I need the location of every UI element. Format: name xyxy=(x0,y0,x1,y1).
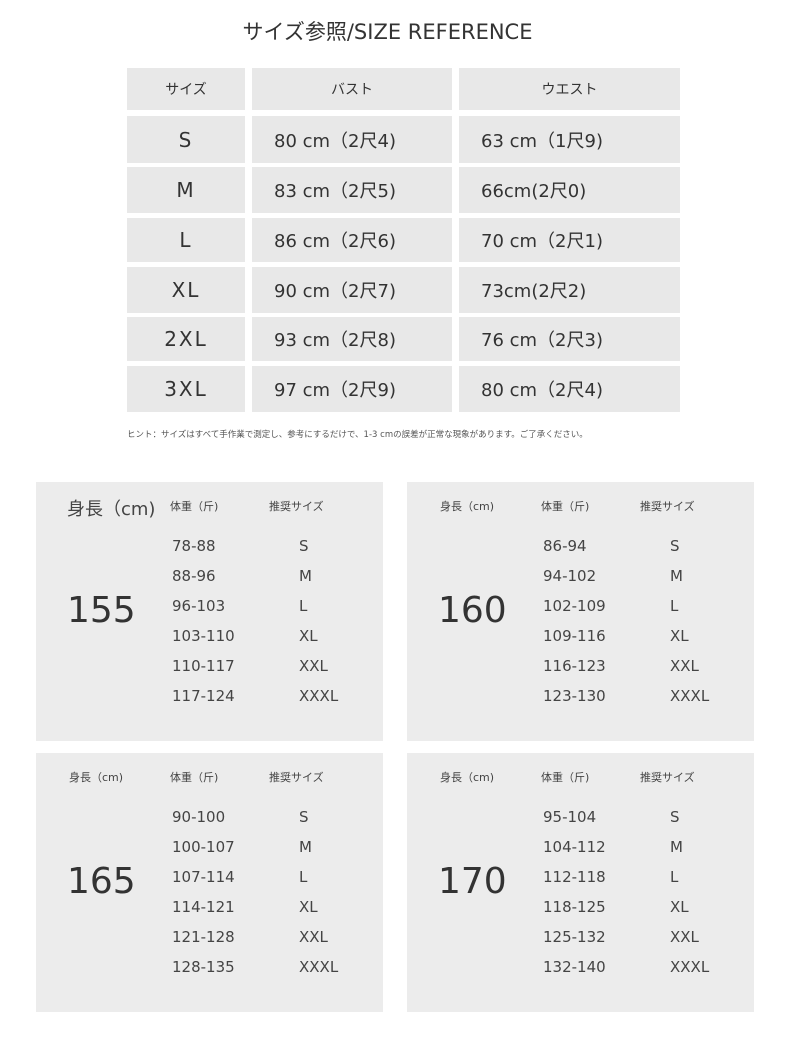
table-cell-waist: 80 cm（2尺4) xyxy=(459,366,680,412)
table-cell-bust: 93 cm（2尺8) xyxy=(252,317,452,361)
size-label: 推奨サイズ xyxy=(269,500,324,513)
table-cell-bust: 97 cm（2尺9) xyxy=(252,366,452,412)
table-header: バスト xyxy=(252,68,452,110)
weight-range: 107-114 xyxy=(172,868,235,886)
height-label: 身長（cm) xyxy=(440,500,495,513)
page-title: サイズ参照/SIZE REFERENCE xyxy=(242,20,533,44)
weight-range: 125-132 xyxy=(543,928,606,946)
table-cell-bust: 86 cm（2尺6) xyxy=(252,218,452,262)
recommended-size: XXXL xyxy=(299,687,339,705)
recommended-size: L xyxy=(670,868,679,886)
size-label: 推奨サイズ xyxy=(640,500,695,513)
weight-range: 90-100 xyxy=(172,808,226,826)
weight-range: 123-130 xyxy=(543,687,606,705)
weight-range: 118-125 xyxy=(543,898,606,916)
weight-label: 体重（斤) xyxy=(170,500,219,513)
weight-range: 96-103 xyxy=(172,597,226,615)
table-header: ウエスト xyxy=(459,68,680,110)
weight-label: 体重（斤) xyxy=(170,771,219,784)
table-cell-waist: 76 cm（2尺3) xyxy=(459,317,680,361)
weight-range: 128-135 xyxy=(172,958,235,976)
weight-range: 117-124 xyxy=(172,687,235,705)
height-panel: 身長（cm) 体重（斤) 推奨サイズ 165 90-100 S 100-107 M 107-11… xyxy=(36,753,383,1012)
height-value: 165 xyxy=(67,861,136,902)
recommended-size: XXL xyxy=(299,657,328,675)
weight-range: 121-128 xyxy=(172,928,235,946)
recommended-size: M xyxy=(299,838,312,856)
table-cell-size: S xyxy=(127,116,245,163)
recommended-size: XL xyxy=(299,898,318,916)
weight-range: 112-118 xyxy=(543,868,606,886)
recommended-size: M xyxy=(670,567,683,585)
height-value: 155 xyxy=(67,590,136,631)
table-cell-size: XL xyxy=(127,267,245,313)
height-label: 身長（cm) xyxy=(440,771,495,784)
recommended-size: M xyxy=(299,567,312,585)
weight-range: 109-116 xyxy=(543,627,606,645)
recommended-size: XL xyxy=(670,627,689,645)
weight-label: 体重（斤) xyxy=(541,500,590,513)
recommended-size: XL xyxy=(670,898,689,916)
height-label: 身長（cm) xyxy=(69,771,124,784)
table-cell-size: 3XL xyxy=(127,366,245,412)
recommended-size: XXXL xyxy=(670,958,710,976)
recommended-size: L xyxy=(670,597,679,615)
table-cell-waist: 63 cm（1尺9) xyxy=(459,116,680,163)
table-cell-bust: 90 cm（2尺7) xyxy=(252,267,452,313)
height-panel: 身長（cm) 体重（斤) 推奨サイズ 170 95-104 S 104-112 M 112-11… xyxy=(407,753,754,1012)
weight-range: 88-96 xyxy=(172,567,216,585)
recommended-size: S xyxy=(670,808,680,826)
weight-range: 103-110 xyxy=(172,627,235,645)
table-cell-bust: 83 cm（2尺5) xyxy=(252,167,452,213)
recommended-size: S xyxy=(299,537,309,555)
table-cell-size: 2XL xyxy=(127,317,245,361)
weight-range: 132-140 xyxy=(543,958,606,976)
recommended-size: L xyxy=(299,597,308,615)
weight-range: 114-121 xyxy=(172,898,235,916)
table-header: サイズ xyxy=(127,68,245,110)
recommended-size: XXL xyxy=(670,928,699,946)
recommended-size: M xyxy=(670,838,683,856)
height-label: 身長（cm) xyxy=(67,499,156,520)
recommended-size: XL xyxy=(299,627,318,645)
height-panel: 身長（cm) 体重（斤) 推奨サイズ 155 78-88 S 88-96 M 96-103 L 10… xyxy=(36,482,383,741)
weight-range: 110-117 xyxy=(172,657,235,675)
recommended-size: XXL xyxy=(299,928,328,946)
table-cell-waist: 70 cm（2尺1) xyxy=(459,218,680,262)
weight-range: 94-102 xyxy=(543,567,597,585)
table-cell-size: L xyxy=(127,218,245,262)
size-label: 推奨サイズ xyxy=(640,771,695,784)
weight-range: 78-88 xyxy=(172,537,216,555)
size-label: 推奨サイズ xyxy=(269,771,324,784)
recommended-size: XXXL xyxy=(299,958,339,976)
height-panel: 身長（cm) 体重（斤) 推奨サイズ 160 86-94 S 94-102 M 102-109 L… xyxy=(407,482,754,741)
weight-label: 体重（斤) xyxy=(541,771,590,784)
recommended-size: S xyxy=(299,808,309,826)
weight-range: 95-104 xyxy=(543,808,597,826)
hint-text: ヒント：サイズはすべて手作業で測定し、参考にするだけで、1-3 cmの誤差が正常… xyxy=(127,430,588,440)
weight-range: 86-94 xyxy=(543,537,587,555)
height-value: 160 xyxy=(438,590,507,631)
recommended-size: S xyxy=(670,537,680,555)
weight-range: 104-112 xyxy=(543,838,606,856)
recommended-size: L xyxy=(299,868,308,886)
weight-range: 116-123 xyxy=(543,657,606,675)
weight-range: 102-109 xyxy=(543,597,606,615)
table-cell-waist: 73cm(2尺2) xyxy=(459,267,680,313)
recommended-size: XXXL xyxy=(670,687,710,705)
table-cell-bust: 80 cm（2尺4) xyxy=(252,116,452,163)
weight-range: 100-107 xyxy=(172,838,235,856)
height-value: 170 xyxy=(438,861,507,902)
table-cell-size: M xyxy=(127,167,245,213)
table-cell-waist: 66cm(2尺0) xyxy=(459,167,680,213)
recommended-size: XXL xyxy=(670,657,699,675)
